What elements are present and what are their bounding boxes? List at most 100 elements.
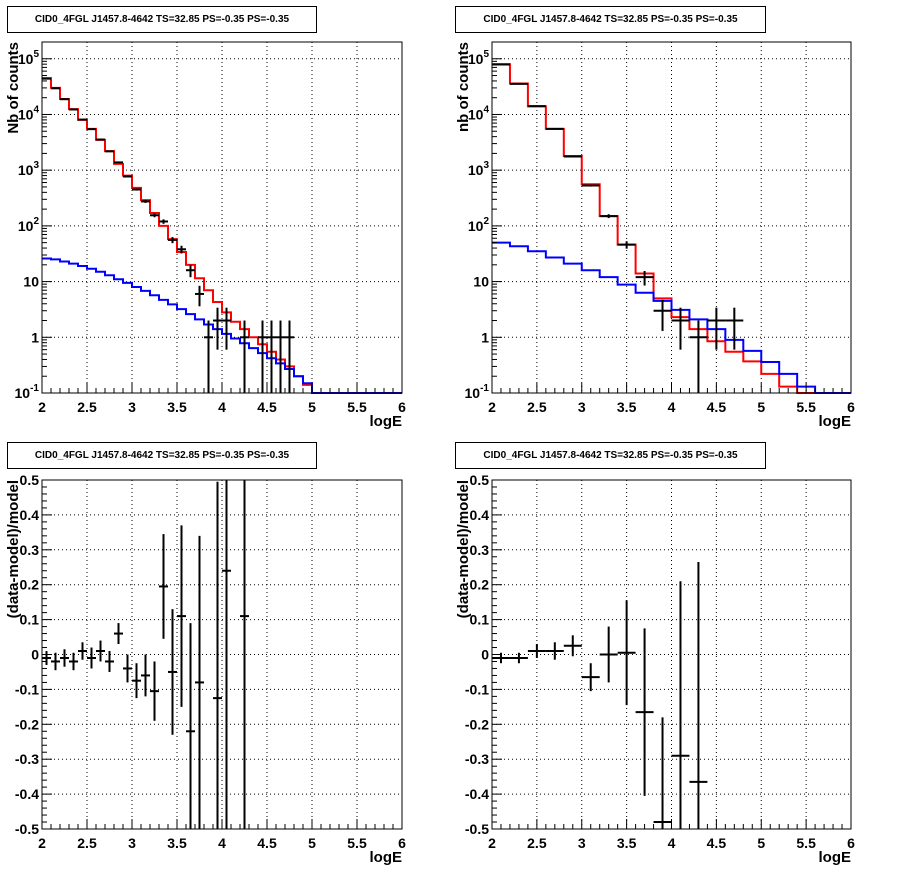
data-point <box>689 562 708 829</box>
x-tick-label: 6 <box>398 399 406 415</box>
data-point <box>527 644 546 658</box>
y-tick-label: 1 <box>481 329 489 345</box>
data-point <box>177 525 186 707</box>
data-point <box>42 651 51 665</box>
data-point <box>222 307 231 350</box>
x-tick-label: 4.5 <box>707 399 727 415</box>
data-point <box>141 654 150 697</box>
data-point <box>159 534 168 639</box>
data-point <box>213 481 222 829</box>
data-point <box>509 652 528 664</box>
y-axis-label: nb of counts <box>455 42 472 132</box>
y-tick-label: 0.5 <box>20 472 40 488</box>
x-tick-label: 6 <box>398 835 406 851</box>
data-point <box>276 320 285 393</box>
y-tick-label: 0.4 <box>20 507 40 523</box>
data-point <box>186 623 195 829</box>
data-point <box>87 647 96 669</box>
y-tick-label: 102 <box>468 216 490 234</box>
y-tick-label: 104 <box>18 104 40 122</box>
y-tick-label: 103 <box>18 160 40 178</box>
x-tick-label: 2.5 <box>77 399 97 415</box>
panel-4: 2 2.5 3 3.5 4 4.5 5 5.5 6logE-0.5-0.4-0.3-0.2-0.… <box>455 472 855 866</box>
data-point <box>563 155 582 158</box>
panel-2-title: CID0_4FGL J1457.8-4642 TS=32.85 PS=-0.35… <box>455 6 766 33</box>
series-2 <box>42 257 402 394</box>
data-point <box>51 652 60 671</box>
y-tick-label: 0.2 <box>20 577 40 593</box>
data-point <box>105 150 114 153</box>
data-point <box>186 264 195 278</box>
data-point <box>689 320 708 393</box>
data-point <box>105 651 114 672</box>
data-point <box>222 480 231 829</box>
y-axis-label: (data-model)/model <box>5 480 22 618</box>
x-tick-label: 4 <box>668 399 676 415</box>
data-point <box>123 175 132 178</box>
data-point <box>258 320 267 393</box>
data-point <box>96 640 105 662</box>
y-tick-label: -0.5 <box>465 821 489 837</box>
data-point <box>87 128 96 131</box>
histogram-step-line <box>42 257 402 394</box>
data-point <box>114 623 123 645</box>
data-point <box>545 642 564 660</box>
x-tick-label: 5.5 <box>796 835 816 851</box>
x-tick-label: 2 <box>488 835 496 851</box>
y-tick-label: 10 <box>23 274 39 290</box>
data-point <box>177 245 186 254</box>
data-point <box>78 642 87 660</box>
y-axis-label: Nb of counts <box>5 42 22 134</box>
data-point <box>635 270 654 286</box>
x-axis-label: logE <box>370 849 403 866</box>
y-tick-label: 0 <box>31 647 39 663</box>
x-tick-label: 3.5 <box>167 399 187 415</box>
data-point <box>132 188 141 191</box>
y-tick-label: -0.3 <box>465 751 489 767</box>
data-point <box>545 127 564 130</box>
grid <box>42 480 402 829</box>
y-tick-label: -0.1 <box>15 681 39 697</box>
y-tick-label: 0.1 <box>470 612 490 628</box>
y-axis: -0.5 -0.4 -0.3 -0.2 -0.1 0 0.1 0.2 0.3 0.4 0.5(dat… <box>455 472 502 837</box>
data-point <box>240 320 249 393</box>
x-tick-label: 5.5 <box>347 835 367 851</box>
data-point <box>150 213 159 218</box>
series-1 <box>492 562 708 829</box>
x-tick-label: 2.5 <box>527 399 547 415</box>
x-tick-label: 3 <box>578 835 586 851</box>
panel-1-title: CID0_4FGL J1457.8-4642 TS=32.85 PS=-0.35… <box>7 6 317 33</box>
x-tick-label: 3 <box>128 835 136 851</box>
data-point <box>563 635 582 657</box>
y-tick-label: 104 <box>468 104 490 122</box>
x-tick-label: 6 <box>847 835 855 851</box>
x-tick-label: 3.5 <box>617 835 637 851</box>
y-tick-label: -0.4 <box>465 786 489 802</box>
x-axis-label: logE <box>819 849 852 866</box>
series-3 <box>492 63 744 393</box>
data-point <box>96 138 105 141</box>
series-1 <box>42 77 402 394</box>
y-tick-label: 0 <box>481 647 489 663</box>
y-tick-label: 1 <box>31 329 39 345</box>
data-point <box>725 307 744 350</box>
data-point <box>168 237 177 244</box>
data-point <box>617 600 636 706</box>
x-tick-label: 2.5 <box>77 835 97 851</box>
x-tick-label: 4.5 <box>257 399 277 415</box>
x-axis-label: logE <box>370 413 403 430</box>
histogram-step-line <box>492 63 851 394</box>
histogram-step-line <box>42 77 402 394</box>
x-tick-label: 2 <box>488 399 496 415</box>
grid <box>492 480 851 829</box>
y-tick-label: -0.2 <box>15 716 39 732</box>
data-point <box>581 184 600 187</box>
x-tick-label: 2 <box>38 399 46 415</box>
x-tick-label: 6 <box>847 399 855 415</box>
y-tick-label: 0.3 <box>470 542 490 558</box>
